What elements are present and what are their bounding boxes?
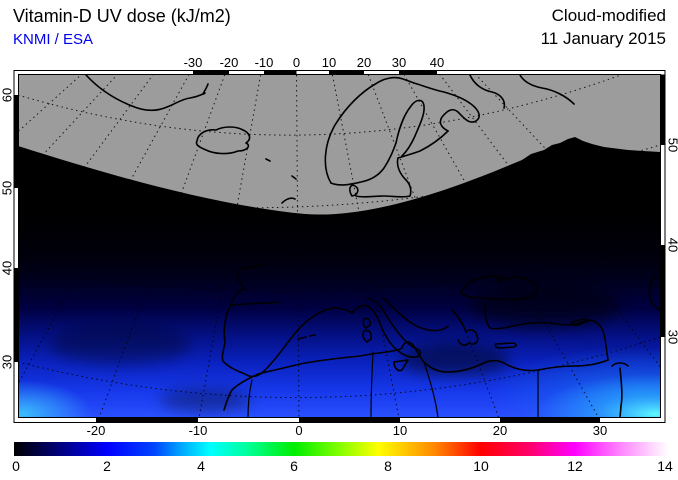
colorbar-label: 6	[290, 458, 298, 474]
right-axis-label: 40	[666, 238, 678, 252]
colorbar	[14, 442, 668, 456]
scotland-tip-coastline	[281, 197, 296, 204]
top-axis: -30 -20 -10 0 10 20 30 40	[184, 55, 445, 70]
arctic-russia-coastline	[469, 74, 506, 109]
page-title: Vitamin-D UV dose (kJ/m2)	[13, 6, 231, 26]
greece-coastline	[451, 309, 479, 346]
bottom-axis-label: -20	[87, 423, 106, 438]
france-atlantic-coastline	[230, 263, 269, 306]
norway-coastline	[324, 76, 415, 184]
gulf-of-lion-coastline	[322, 307, 353, 314]
bright-uv-patch-southwest	[18, 380, 92, 418]
colorbar-label: 12	[567, 458, 583, 474]
map-inner-border	[18, 74, 661, 418]
colorbar-label: 2	[103, 458, 111, 474]
bottom-axis-label: 20	[493, 423, 507, 438]
colorbar-labels: 0 2 4 6 8 10 12 14	[12, 458, 673, 474]
bottom-axis-label: 30	[593, 423, 607, 438]
top-axis-label: 30	[392, 55, 406, 70]
finland-coastline	[355, 130, 449, 198]
left-axis-label: 40	[0, 261, 14, 275]
colorbar-label: 10	[473, 458, 489, 474]
crimea-coastline	[495, 276, 506, 283]
credit-knmi-esa: KNMI / ESA	[13, 31, 94, 48]
colorbar-label: 8	[384, 458, 392, 474]
cloud-shadow-layer	[50, 284, 620, 412]
top-axis-label: 0	[293, 55, 300, 70]
crete-coastline	[494, 342, 517, 349]
faroe-island	[265, 158, 271, 162]
right-axis-label: 50	[666, 138, 678, 152]
bottom-axis: -20 -10 0 10 20 30	[87, 423, 608, 438]
nile-river	[611, 362, 629, 418]
sicily-coastline	[393, 359, 409, 372]
black-sea-coastline	[460, 275, 539, 301]
sardinia-coastline	[362, 329, 372, 343]
bottom-axis-label: -10	[189, 423, 208, 438]
polar-night-region	[18, 75, 660, 215]
top-axis-label: -30	[184, 55, 203, 70]
bottom-axis-label: 10	[393, 423, 407, 438]
zebra-frame	[14, 70, 665, 422]
denmark-coastline	[349, 184, 359, 197]
kola-whitesea-coastline	[413, 82, 480, 132]
colorbar-label: 4	[197, 458, 205, 474]
top-axis-label: 10	[322, 55, 336, 70]
date-label: 11 January 2015	[540, 29, 666, 48]
balearic-islands	[297, 334, 316, 340]
italy-coastline	[351, 297, 422, 358]
left-axis: 60 50 40 30	[0, 88, 14, 369]
bottom-axis-label: 0	[295, 423, 302, 438]
mode-label: Cloud-modified	[551, 6, 666, 25]
left-axis-label: 50	[0, 181, 14, 195]
colorbar-label: 0	[12, 458, 20, 474]
coastline-layer	[85, 74, 661, 418]
caspian-coastline	[648, 275, 661, 311]
iceland-coastline	[195, 126, 251, 155]
header-right: Cloud-modified 11 January 2015	[541, 4, 666, 50]
sweden-south-coastline	[330, 142, 397, 186]
corsica-coastline	[362, 317, 371, 329]
country-borders	[247, 351, 539, 418]
greenland-coastline	[85, 74, 209, 112]
left-axis-label: 30	[0, 355, 14, 369]
bright-uv-patch-southeast	[535, 374, 661, 418]
map-outer-border	[13, 70, 666, 423]
adriatic-balkan-coastline	[382, 297, 449, 332]
top-axis-label: -20	[220, 55, 239, 70]
top-axis-label: 40	[430, 55, 444, 70]
arctic-islands-coastline	[519, 74, 575, 105]
top-axis-label: 20	[357, 55, 371, 70]
top-axis-label: -10	[255, 55, 274, 70]
right-axis-label: 30	[666, 330, 678, 344]
gulf-of-bothnia-coastline	[395, 99, 425, 157]
graticule-layer	[18, 74, 661, 418]
right-axis: 50 40 30	[666, 138, 678, 344]
colorbar-label: 14	[657, 458, 673, 474]
left-axis-label: 60	[0, 88, 14, 102]
north-africa-coastline	[223, 341, 609, 411]
aegean-turkey-coastline	[484, 305, 609, 361]
cyprus-coastline	[571, 318, 589, 327]
iberia-north-coastline	[230, 301, 280, 306]
shetland-island	[291, 175, 297, 180]
